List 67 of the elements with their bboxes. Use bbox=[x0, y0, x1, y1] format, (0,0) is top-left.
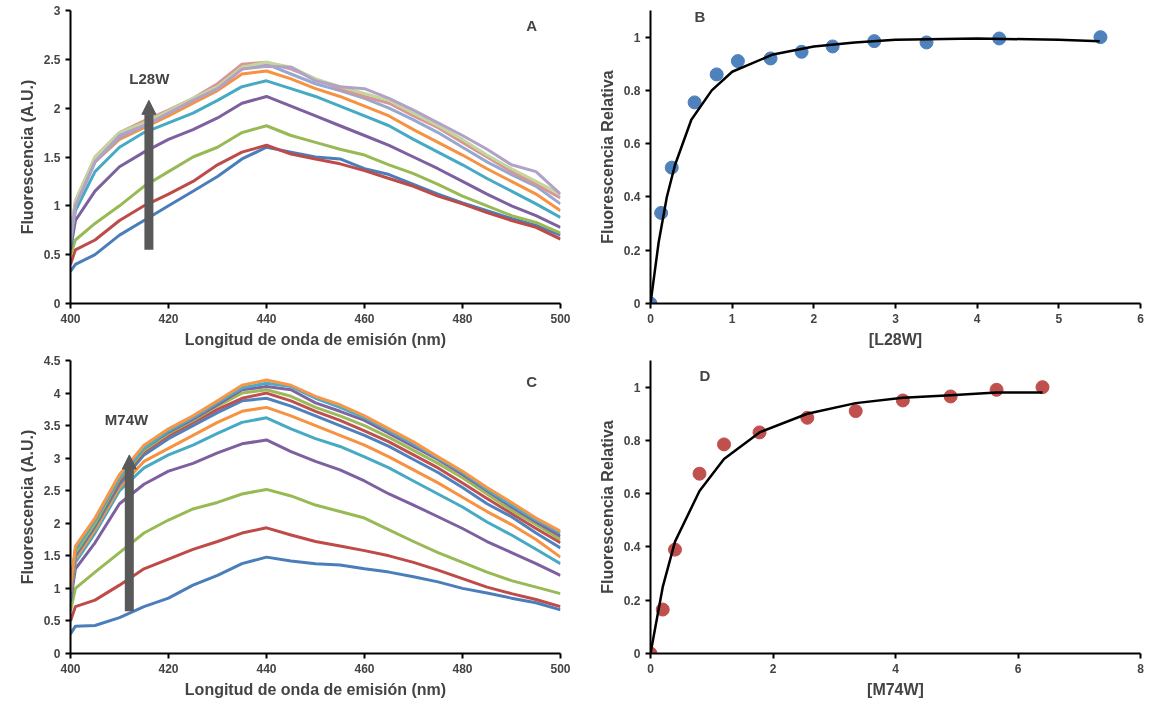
x-tick-label: 3 bbox=[892, 311, 900, 326]
x-tick-label: 4 bbox=[973, 311, 981, 326]
annotation: C bbox=[526, 372, 538, 390]
y-tick-label: 0.8 bbox=[623, 433, 641, 448]
x-tick-label: 8 bbox=[1137, 661, 1145, 676]
x-tick-label: 440 bbox=[256, 311, 277, 326]
y-tick-label: 1.5 bbox=[43, 150, 61, 165]
x-tick-label: 0 bbox=[647, 661, 655, 676]
y-tick-label: 1 bbox=[53, 581, 61, 596]
y-axis-title: Fluorescencia Relativa bbox=[598, 70, 616, 244]
y-tick-label: 0 bbox=[633, 647, 641, 661]
y-tick-label: 3 bbox=[53, 4, 61, 18]
x-tick-label: 460 bbox=[354, 311, 375, 326]
x-axis-title: [L28W] bbox=[868, 330, 923, 348]
y-tick-label: 1.5 bbox=[43, 549, 61, 564]
y-tick-label: 0.5 bbox=[43, 248, 61, 263]
x-tick-label: 6 bbox=[1137, 311, 1145, 326]
y-tick-label: 1 bbox=[633, 380, 641, 395]
x-axis-title: Longitud de onda de emisión (nm) bbox=[184, 330, 447, 348]
y-tick-label: 3.5 bbox=[43, 419, 61, 434]
x-tick-label: 500 bbox=[550, 311, 571, 326]
x-tick-label: 420 bbox=[158, 661, 179, 676]
annotation: D bbox=[699, 366, 711, 384]
annotation: M74W bbox=[104, 410, 149, 428]
x-tick-label: 460 bbox=[354, 661, 375, 676]
x-tick-label: 1 bbox=[728, 311, 736, 326]
x-tick-label: 5 bbox=[1055, 311, 1063, 326]
y-tick-label: 0 bbox=[633, 297, 641, 311]
x-tick-label: 480 bbox=[452, 311, 473, 326]
x-tick-label: 0 bbox=[647, 311, 655, 326]
y-tick-label: 0 bbox=[53, 297, 61, 311]
y-tick-label: 4 bbox=[53, 386, 61, 401]
annotation: A bbox=[526, 16, 538, 34]
annotation: B bbox=[694, 8, 706, 26]
x-tick-label: 4 bbox=[892, 661, 900, 676]
y-tick-label: 0.6 bbox=[623, 487, 641, 502]
annotation: L28W bbox=[129, 69, 171, 87]
x-tick-label: 2 bbox=[810, 311, 818, 326]
y-tick-label: 0.2 bbox=[623, 243, 641, 258]
y-tick-label: 2 bbox=[53, 516, 61, 531]
x-tick-label: 500 bbox=[550, 661, 571, 676]
x-tick-label: 2 bbox=[769, 661, 777, 676]
x-tick-label: 6 bbox=[1014, 661, 1022, 676]
x-tick-label: 480 bbox=[452, 661, 473, 676]
x-tick-label: 420 bbox=[158, 311, 179, 326]
y-tick-label: 3 bbox=[53, 451, 61, 466]
y-tick-label: 0.8 bbox=[623, 83, 641, 98]
y-tick-label: 0.6 bbox=[623, 137, 641, 152]
y-tick-label: 0.5 bbox=[43, 614, 61, 629]
y-tick-label: 0.4 bbox=[623, 190, 641, 205]
y-axis-title: Fluorescencia Relativa bbox=[598, 420, 616, 594]
x-tick-label: 400 bbox=[60, 311, 81, 326]
y-tick-label: 2.5 bbox=[43, 52, 61, 67]
x-axis-title: Longitud de onda de emisión (nm) bbox=[184, 680, 447, 698]
y-tick-label: 1 bbox=[633, 30, 641, 45]
x-axis-title: [M74W] bbox=[867, 680, 924, 698]
y-tick-label: 2.5 bbox=[43, 484, 61, 499]
x-tick-label: 400 bbox=[60, 661, 81, 676]
y-tick-label: 4.5 bbox=[43, 354, 61, 368]
y-tick-label: 0.4 bbox=[623, 540, 641, 555]
y-tick-label: 0 bbox=[53, 647, 61, 661]
y-axis-title: Fluorescencia (A.U.) bbox=[18, 79, 36, 235]
x-tick-label: 440 bbox=[256, 661, 277, 676]
y-tick-label: 2 bbox=[53, 101, 61, 116]
y-tick-label: 1 bbox=[53, 199, 61, 214]
y-axis-title: Fluorescencia (A.U.) bbox=[18, 429, 36, 585]
y-tick-label: 0.2 bbox=[623, 593, 641, 608]
